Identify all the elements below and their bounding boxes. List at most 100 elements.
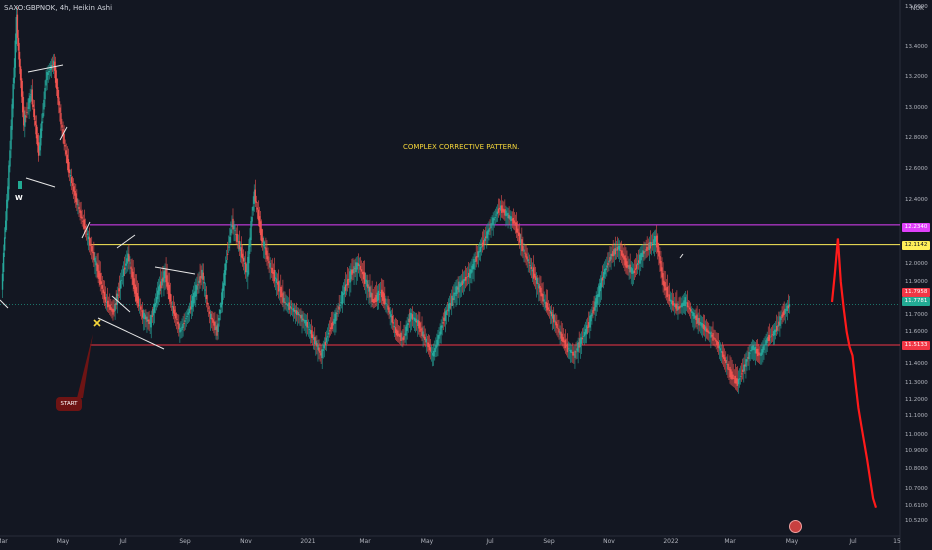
candle-body <box>191 295 194 307</box>
candle-body <box>476 256 478 258</box>
candle-body <box>215 326 217 330</box>
candle-body <box>152 309 155 316</box>
candle-body <box>486 231 488 239</box>
candle-body <box>708 331 710 334</box>
candle-body <box>730 369 732 380</box>
candle-body <box>627 264 629 267</box>
candle-body <box>274 277 277 279</box>
candle-body <box>358 264 361 267</box>
candle-body <box>66 154 69 164</box>
candle-body <box>307 326 310 328</box>
candle-body <box>93 252 95 261</box>
candle-body <box>200 276 202 278</box>
candle-body <box>207 307 210 309</box>
candle-body <box>521 239 523 252</box>
candle-body <box>635 264 638 269</box>
candle-body <box>640 253 642 261</box>
candle-body <box>49 69 52 71</box>
candle-body <box>335 312 337 322</box>
candle-body <box>760 352 762 356</box>
candle-body <box>628 265 630 269</box>
candle-body <box>14 40 16 68</box>
candle-body <box>238 241 241 250</box>
candle-body <box>488 228 490 232</box>
candle-body <box>28 98 30 109</box>
candle-body <box>45 79 47 86</box>
candle-body <box>391 315 393 323</box>
trendline <box>111 295 131 313</box>
candle-body <box>495 214 498 216</box>
candle-body <box>297 312 299 316</box>
candle-body <box>113 309 115 313</box>
candle-body <box>72 186 75 192</box>
candle-body <box>94 257 96 262</box>
candle-body <box>438 334 440 339</box>
candle-body <box>473 258 475 270</box>
candle-body <box>609 257 611 262</box>
candle-body <box>18 51 21 67</box>
candle-body <box>159 284 161 291</box>
x-tick-label: May <box>420 538 434 545</box>
candle-body <box>311 334 314 339</box>
candle-body <box>262 237 264 243</box>
candle-body <box>361 271 364 275</box>
candle-body <box>565 345 568 347</box>
candle-body <box>537 283 539 285</box>
candle-body <box>492 217 494 226</box>
candle-body <box>135 287 138 302</box>
candle-body <box>54 67 57 83</box>
candle-body <box>661 267 663 278</box>
candle-body <box>632 271 635 274</box>
candle-body <box>441 325 443 328</box>
candle-body <box>326 336 329 338</box>
candle-body <box>490 223 492 229</box>
candle-body <box>380 289 383 298</box>
candle-body <box>108 305 110 307</box>
candle-body <box>277 281 280 292</box>
candle-body <box>385 303 387 305</box>
candle-body <box>747 357 749 359</box>
candle-body <box>617 245 620 250</box>
projection-line <box>830 238 878 509</box>
candle-body <box>695 316 697 321</box>
candle-body <box>720 350 723 353</box>
candle-body <box>508 214 510 219</box>
candle-body <box>548 309 551 311</box>
candle-body <box>121 275 124 277</box>
candle-body <box>230 229 232 236</box>
candle-body <box>436 339 438 347</box>
candle-body <box>687 306 690 308</box>
candle-body <box>285 303 287 304</box>
candle-body <box>704 326 707 332</box>
candle-body <box>386 305 388 307</box>
candle-body <box>589 315 591 328</box>
candle-body <box>206 302 209 305</box>
candle-body <box>778 321 780 326</box>
candle-body <box>407 323 409 326</box>
candle-body <box>205 294 208 300</box>
tradingview-logo-icon[interactable] <box>789 520 802 533</box>
candle-body <box>321 349 323 359</box>
candle-body <box>88 237 91 246</box>
candle-body <box>1 273 4 290</box>
price-label-teal-last: 11.7781 <box>902 297 930 306</box>
candle-body <box>85 230 88 232</box>
candle-body <box>299 314 301 317</box>
candle-body <box>409 312 412 322</box>
candle-body <box>404 333 406 336</box>
y-tick-label: 10.6100 <box>905 503 928 509</box>
candle-body <box>532 267 535 279</box>
candle-body <box>401 337 403 339</box>
candle-body <box>213 321 215 326</box>
candle-body <box>329 327 332 330</box>
candle-body <box>657 243 659 253</box>
candle-body <box>301 314 303 322</box>
y-tick-label: 12.8000 <box>905 135 928 141</box>
candle-body <box>606 265 608 268</box>
candle-body <box>772 331 775 337</box>
candle-body <box>348 278 350 280</box>
candle-body <box>566 343 569 353</box>
candle-body <box>420 329 422 331</box>
candle-body <box>109 304 111 310</box>
